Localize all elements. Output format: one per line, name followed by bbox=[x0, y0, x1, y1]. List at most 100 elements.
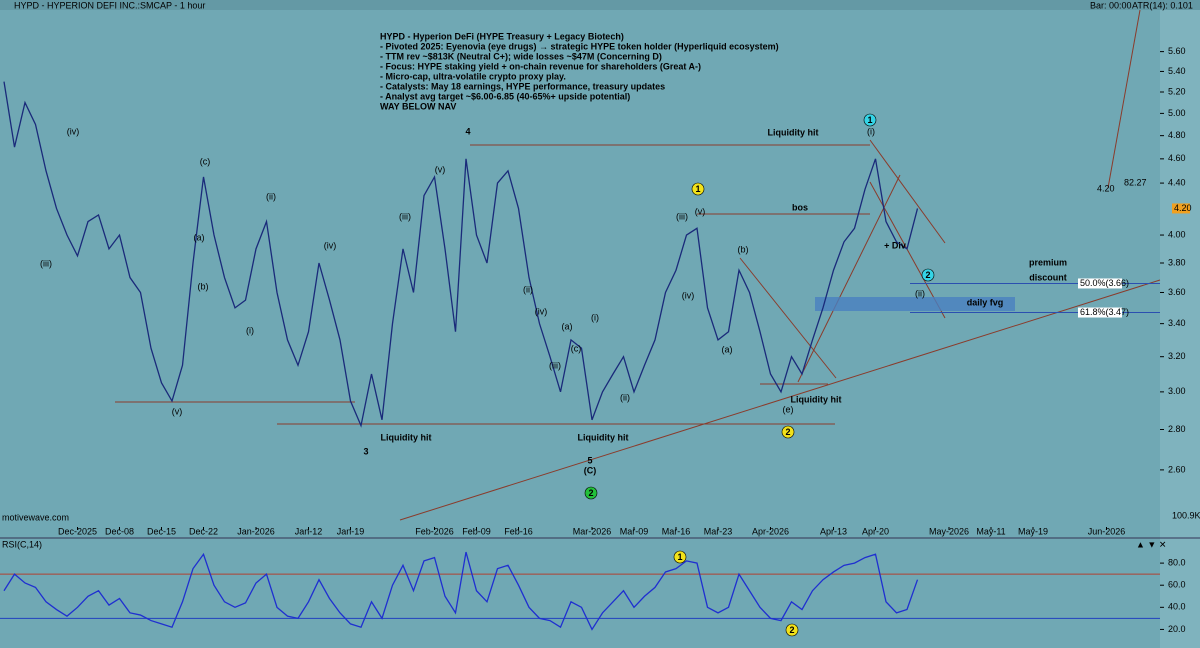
wave-label: (i) bbox=[867, 126, 875, 136]
annotation: daily fvg bbox=[967, 297, 1004, 307]
x-tick-label: Feb-16 bbox=[504, 526, 533, 536]
x-tick-label: Jun-2026 bbox=[1088, 526, 1126, 536]
wave-label: (v) bbox=[435, 164, 446, 174]
wave-label: (a) bbox=[194, 232, 205, 242]
wave-label: (i) bbox=[591, 312, 599, 322]
x-tick-label: Mar-2026 bbox=[573, 526, 612, 536]
annotation: 4 bbox=[465, 126, 470, 136]
chart-title: HYPD - HYPERION DEFI INC.:SMCAP - 1 hour bbox=[14, 0, 205, 10]
annotation: 4.20 bbox=[1097, 183, 1115, 193]
watermark: motivewave.com bbox=[2, 512, 69, 522]
volume-label: 100.9K bbox=[1172, 510, 1200, 520]
wave-label: (e) bbox=[783, 404, 794, 414]
wave-marker-label: 2 bbox=[785, 427, 790, 437]
annotation: discount bbox=[1029, 272, 1067, 282]
note-line: - Catalysts: May 18 earnings, HYPE perfo… bbox=[380, 81, 665, 91]
y-tick-label: 2.80 bbox=[1168, 424, 1186, 434]
trend-line bbox=[797, 174, 901, 383]
wave-label: (v) bbox=[172, 406, 183, 416]
y-tick-label: 80.0 bbox=[1168, 557, 1186, 567]
x-tick-label: Feb-2026 bbox=[415, 526, 454, 536]
wave-marker-label: 1 bbox=[677, 552, 682, 562]
x-tick-label: Dec-2025 bbox=[58, 526, 97, 536]
x-tick-label: Mar-09 bbox=[620, 526, 649, 536]
note-line: - Micro-cap, ultra-volatile crypto proxy… bbox=[380, 71, 566, 81]
wave-label: (b) bbox=[738, 244, 749, 254]
wave-label: (iv) bbox=[535, 306, 548, 316]
note-line: HYPD - Hyperion DeFi (HYPE Treasury + Le… bbox=[380, 31, 624, 41]
wave-label: (ii) bbox=[915, 288, 925, 298]
fib-tag-bg bbox=[1078, 278, 1122, 289]
wave-label: (b) bbox=[198, 281, 209, 291]
annotation: Liquidity hit bbox=[768, 127, 819, 137]
y-tick-label: 3.20 bbox=[1168, 351, 1186, 361]
wave-marker-label: 1 bbox=[867, 115, 872, 125]
wave-label: (a) bbox=[722, 344, 733, 354]
title-bar bbox=[0, 0, 1200, 10]
y-tick-label: 3.00 bbox=[1168, 386, 1186, 396]
wave-label: (c) bbox=[200, 156, 211, 166]
current-price-label: 4.20 bbox=[1174, 203, 1192, 213]
y-tick-label: 5.00 bbox=[1168, 108, 1186, 118]
wave-marker bbox=[673, 550, 687, 564]
wave-label: (iv) bbox=[67, 126, 80, 136]
trend-line bbox=[869, 139, 946, 244]
wave-label: (i) bbox=[246, 325, 254, 335]
x-tick-label: Apr-13 bbox=[820, 526, 847, 536]
trend-line bbox=[1107, 9, 1141, 189]
x-tick-label: Feb-09 bbox=[462, 526, 491, 536]
atr-info: ATR(14): 0.101 bbox=[1132, 0, 1193, 10]
y-tick-label: 60.0 bbox=[1168, 580, 1186, 590]
wave-label: (iii) bbox=[399, 211, 411, 221]
annotation: premium bbox=[1029, 257, 1067, 267]
fib-tag: 61.8%(3.47) bbox=[1080, 307, 1129, 317]
annotation: 82.27 bbox=[1124, 177, 1147, 187]
wave-marker bbox=[921, 268, 935, 282]
x-tick-label: May-19 bbox=[1018, 526, 1048, 536]
wave-label: (ii) bbox=[266, 191, 276, 201]
wave-label: (iii) bbox=[40, 258, 52, 268]
x-tick-label: May-11 bbox=[976, 526, 1005, 536]
button-icons[interactable]: ▲ ▼ ✕ bbox=[1136, 539, 1166, 549]
wave-label: (iii) bbox=[676, 211, 688, 221]
x-tick-label: May-2026 bbox=[929, 526, 969, 536]
wave-label: (ii) bbox=[620, 392, 630, 402]
x-tick-label: Jan-12 bbox=[295, 526, 323, 536]
price-line bbox=[3, 81, 919, 428]
x-tick-label: Mar-23 bbox=[704, 526, 733, 536]
annotation: Liquidity hit bbox=[578, 432, 629, 442]
current-price-tag bbox=[1172, 203, 1190, 214]
annotation: Liquidity hit bbox=[381, 432, 432, 442]
y-tick-label: 2.60 bbox=[1168, 464, 1186, 474]
trend-line bbox=[399, 279, 1161, 521]
y-tick-label: 4.80 bbox=[1168, 130, 1186, 140]
fib-tag: 50.0%(3.66) bbox=[1080, 278, 1129, 288]
x-tick-label: Dec-15 bbox=[147, 526, 176, 536]
annotation: Liquidity hit bbox=[791, 394, 842, 404]
wave-label: (iv) bbox=[682, 290, 695, 300]
x-tick-label: Jan-19 bbox=[337, 526, 365, 536]
annotation: (C) bbox=[584, 465, 597, 475]
panel-buttons[interactable]: ▲ ▼ ✕ bbox=[1136, 539, 1166, 549]
wave-marker-label: 2 bbox=[789, 625, 794, 635]
wave-label: (a) bbox=[562, 321, 573, 331]
wave-marker bbox=[691, 182, 705, 196]
y-tick-label: 4.60 bbox=[1168, 153, 1186, 163]
wave-marker bbox=[785, 623, 799, 637]
trend-line bbox=[869, 181, 946, 319]
fvg-zone bbox=[815, 297, 1015, 311]
rsi-line bbox=[3, 551, 919, 631]
trend-line bbox=[739, 257, 837, 379]
wave-marker bbox=[781, 425, 795, 439]
annotation: 5 bbox=[587, 455, 592, 465]
y-tick-label: 5.60 bbox=[1168, 46, 1186, 56]
wave-marker bbox=[863, 113, 877, 127]
wave-marker-label: 1 bbox=[695, 184, 700, 194]
wave-label: (v) bbox=[695, 206, 706, 216]
x-tick-label: Apr-20 bbox=[862, 526, 889, 536]
y-tick-label: 3.40 bbox=[1168, 318, 1186, 328]
annotation: bos bbox=[792, 202, 808, 212]
wave-label: (ii) bbox=[523, 284, 533, 294]
